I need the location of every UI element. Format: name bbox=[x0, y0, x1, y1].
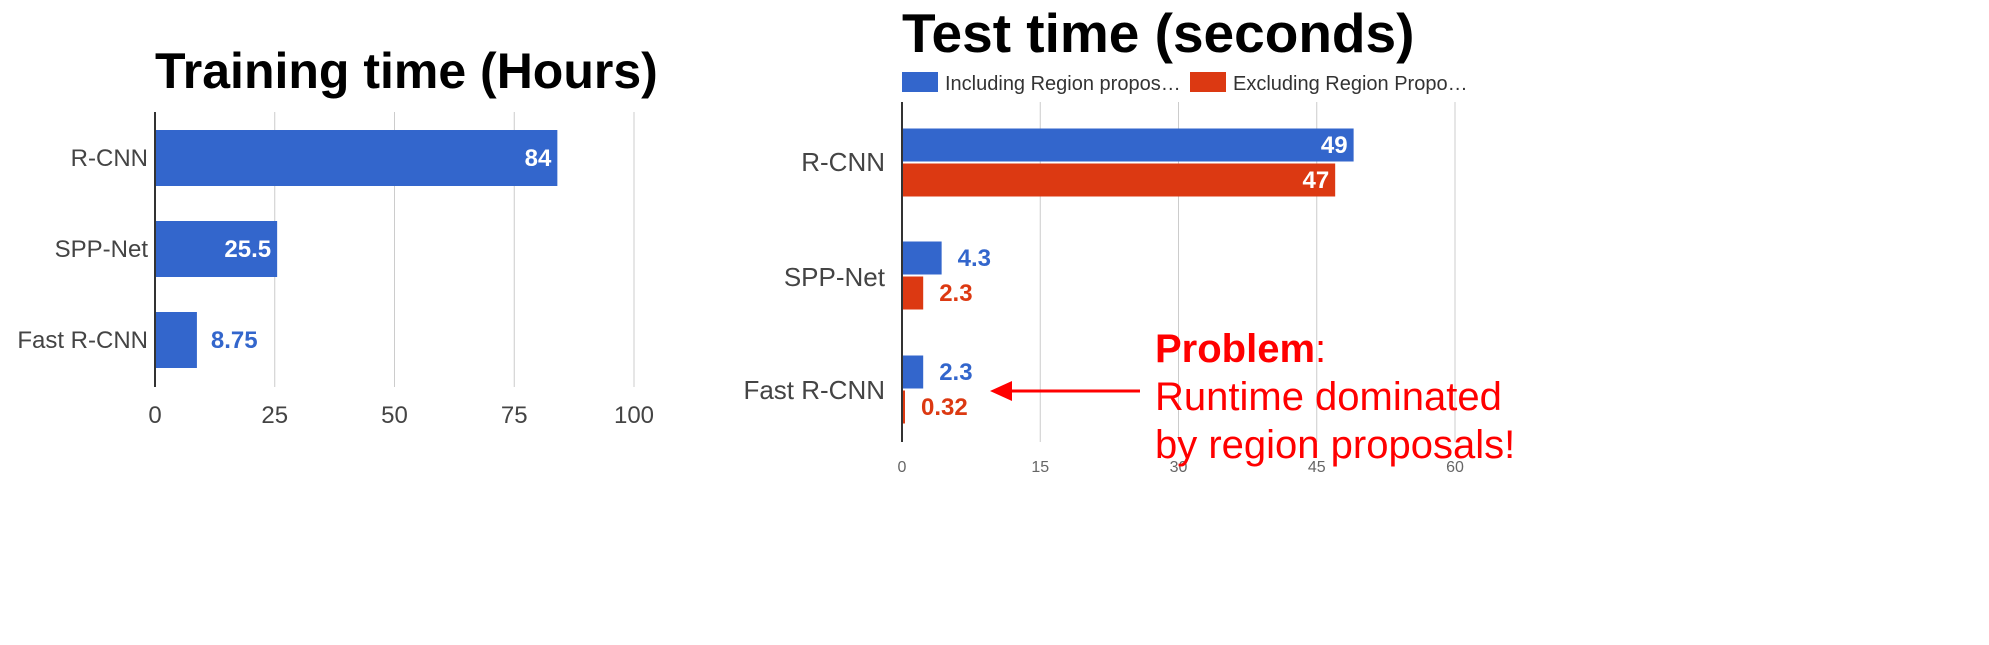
annotation-colon: : bbox=[1315, 327, 1326, 371]
x-tick-label: 15 bbox=[1031, 459, 1049, 476]
annotation-line2: Runtime dominated bbox=[1155, 375, 1502, 419]
data-label: 2.3 bbox=[939, 359, 972, 386]
x-tick-label: 45 bbox=[1308, 459, 1326, 476]
x-tick-label: 0 bbox=[148, 402, 161, 429]
legend-label-including: Including Region propos… bbox=[945, 73, 1181, 95]
data-label: 84 bbox=[525, 145, 552, 172]
category-label: R-CNN bbox=[801, 147, 885, 177]
data-label: 25.5 bbox=[224, 236, 271, 263]
x-tick-labels: 0 25 50 75 100 bbox=[148, 402, 654, 429]
annotation-line3: by region proposals! bbox=[1155, 423, 1515, 467]
x-tick-label: 50 bbox=[381, 402, 408, 429]
chart-title: Test time (seconds) bbox=[902, 2, 1414, 64]
bar bbox=[902, 276, 924, 310]
bar bbox=[902, 163, 1336, 197]
category-label: SPP-Net bbox=[784, 262, 886, 292]
data-label: 2.3 bbox=[939, 280, 972, 307]
x-tick-label: 30 bbox=[1170, 459, 1188, 476]
bar bbox=[902, 241, 942, 275]
category-labels: R-CNN SPP-Net Fast R-CNN bbox=[17, 145, 148, 354]
data-label: 8.75 bbox=[211, 327, 258, 354]
x-tick-label: 60 bbox=[1446, 459, 1464, 476]
bar bbox=[902, 355, 924, 389]
category-label: Fast R-CNN bbox=[17, 327, 148, 354]
bar bbox=[155, 130, 558, 186]
x-tick-label: 75 bbox=[501, 402, 528, 429]
chart-title: Training time (Hours) bbox=[155, 43, 658, 99]
x-tick-label: 100 bbox=[614, 402, 654, 429]
annotation-arrowhead bbox=[990, 381, 1012, 401]
data-label: 4.3 bbox=[958, 245, 991, 272]
data-label: 0.32 bbox=[921, 394, 968, 421]
bar bbox=[155, 312, 197, 368]
annotation: Problem: Runtime dominated by region pro… bbox=[990, 327, 1515, 467]
data-labels: 49 47 4.3 2.3 2.3 0.32 bbox=[921, 132, 1348, 421]
bars bbox=[155, 130, 558, 368]
data-label: 49 bbox=[1321, 132, 1348, 159]
legend: Including Region propos… Excluding Regio… bbox=[902, 72, 1468, 95]
category-label: SPP-Net bbox=[55, 236, 149, 263]
annotation-bold: Problem bbox=[1155, 327, 1315, 371]
data-labels: 84 25.5 8.75 bbox=[211, 145, 552, 354]
data-label: 47 bbox=[1302, 167, 1329, 194]
bars bbox=[902, 128, 1354, 424]
category-label: Fast R-CNN bbox=[743, 375, 885, 405]
bar bbox=[155, 221, 278, 277]
category-labels: R-CNN SPP-Net Fast R-CNN bbox=[743, 147, 885, 405]
legend-swatch-excluding bbox=[1190, 72, 1226, 92]
legend-label-excluding: Excluding Region Propo… bbox=[1233, 73, 1468, 95]
bar bbox=[902, 128, 1354, 162]
test-time-chart: Test time (seconds) Including Region pro… bbox=[743, 2, 1467, 476]
x-tick-label: 25 bbox=[261, 402, 288, 429]
bar bbox=[902, 390, 905, 424]
annotation-line1: Problem: bbox=[1155, 327, 1326, 371]
legend-swatch-including bbox=[902, 72, 938, 92]
category-label: R-CNN bbox=[71, 145, 148, 172]
x-tick-label: 0 bbox=[898, 459, 907, 476]
training-time-chart: Training time (Hours) 84 25.5 8.75 R-CNN SP… bbox=[17, 43, 657, 429]
x-tick-labels: 0 15 30 45 60 bbox=[898, 459, 1464, 476]
